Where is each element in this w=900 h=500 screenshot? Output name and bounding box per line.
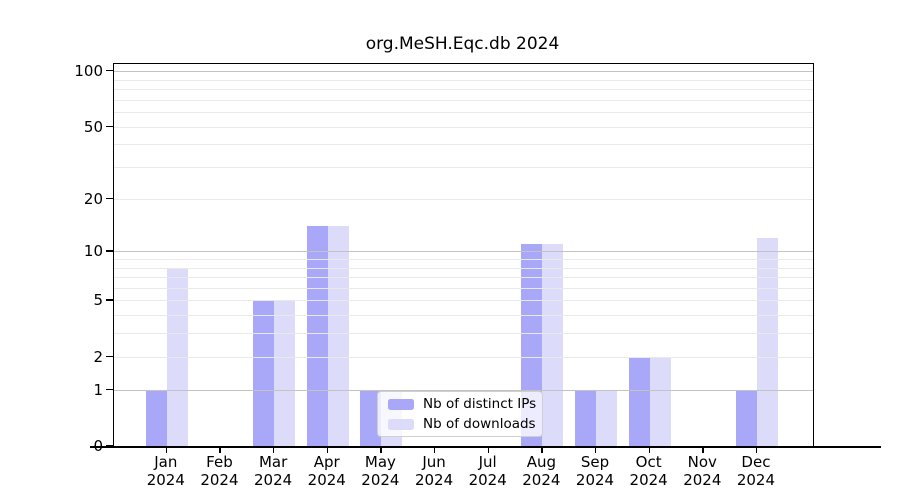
x-tick-aug [541, 447, 543, 453]
y-tick-label-1: 1 [93, 380, 103, 399]
x-label-year-jul: 2024 [468, 471, 507, 489]
bar-distinct-ips-sep [575, 389, 596, 446]
chart-title: org.MeSH.Eqc.db 2024 [365, 34, 560, 54]
bar-distinct-ips-dec [735, 389, 757, 446]
bar-downloads-jan [166, 267, 188, 446]
x-label-apr: Apr 2024 [297, 453, 357, 489]
x-tick-nov [702, 447, 704, 453]
x-label-year-jun: 2024 [414, 471, 454, 489]
x-tick-apr [326, 447, 329, 453]
legend-entry-downloads: Nb of downloads [388, 416, 542, 432]
x-tick-jun [434, 447, 436, 453]
bar-distinct-ips-mar [253, 300, 275, 446]
x-label-year-mar: 2024 [254, 471, 293, 489]
x-label-year-dec: 2024 [736, 471, 776, 489]
legend: Nb of distinct IPs Nb of downloads [377, 391, 543, 437]
x-label-nov: Nov 2024 [672, 453, 732, 489]
y-tick-20 [106, 197, 113, 200]
bar-downloads-sep [596, 389, 617, 446]
bar-distinct-ips-apr [306, 226, 328, 446]
x-label-oct: Oct 2024 [619, 453, 679, 489]
x-label-year-aug: 2024 [522, 471, 561, 489]
x-tick-feb [219, 447, 221, 453]
bar-distinct-ips-oct [628, 356, 650, 446]
x-tick-mar [273, 447, 275, 453]
x-label-jun: Jun 2024 [404, 453, 464, 489]
y-tick-label-20: 20 [83, 189, 103, 208]
x-label-feb: Feb 2024 [189, 453, 249, 489]
x-label-sep: Sep 2024 [565, 453, 625, 489]
bar-distinct-ips-may [360, 389, 382, 446]
x-tick-may [380, 447, 382, 453]
y-tick-2 [106, 355, 113, 358]
y-tick-10 [106, 250, 113, 252]
y-tick-label-100: 100 [74, 62, 103, 81]
legend-swatch-distinct-ips [388, 398, 414, 410]
bar-downloads-oct [649, 356, 671, 446]
x-label-year-feb: 2024 [200, 471, 239, 489]
y-tick-1 [106, 388, 113, 390]
x-label-jul: Jul 2024 [458, 453, 518, 489]
plot-area [113, 63, 814, 447]
y-tick-label-2: 2 [93, 347, 103, 366]
legend-entry-distinct-ips: Nb of distinct IPs [388, 396, 542, 412]
x-label-jan: Jan 2024 [136, 453, 196, 489]
bar-distinct-ips-jan [145, 389, 167, 446]
x-label-year-may: 2024 [361, 471, 400, 489]
x-tick-jan [165, 447, 168, 453]
y-tick-label-50: 50 [83, 117, 103, 136]
y-tick-label-5: 5 [93, 291, 103, 310]
y-tick-5 [106, 299, 113, 301]
x-label-year-oct: 2024 [629, 471, 668, 489]
x-label-year-apr: 2024 [307, 471, 346, 489]
x-label-dec: Dec 2024 [726, 453, 786, 489]
bar-downloads-apr [327, 226, 349, 446]
x-tick-sep [595, 447, 597, 453]
y-tick-label-10: 10 [83, 242, 103, 261]
y-tick-50 [106, 125, 113, 127]
x-label-year-sep: 2024 [575, 471, 615, 489]
y-tick-100 [106, 70, 113, 72]
bar-downloads-aug [542, 244, 564, 446]
x-label-year-nov: 2024 [683, 471, 722, 489]
x-label-aug: Aug 2024 [511, 453, 571, 489]
bar-downloads-mar [274, 300, 296, 446]
x-label-mar: Mar 2024 [243, 453, 303, 489]
y-tick-0 [106, 445, 113, 447]
legend-swatch-downloads [388, 418, 414, 430]
legend-label-downloads: Nb of downloads [423, 416, 536, 432]
legend-label-distinct-ips: Nb of distinct IPs [423, 396, 537, 412]
bars-layer [114, 64, 813, 446]
x-label-may: May 2024 [350, 453, 410, 489]
x-tick-dec [755, 447, 758, 453]
bar-downloads-dec [756, 237, 778, 446]
x-axis-line [90, 446, 881, 448]
x-tick-jul [487, 447, 489, 453]
x-label-year-jan: 2024 [146, 471, 185, 489]
x-tick-oct [648, 447, 650, 453]
